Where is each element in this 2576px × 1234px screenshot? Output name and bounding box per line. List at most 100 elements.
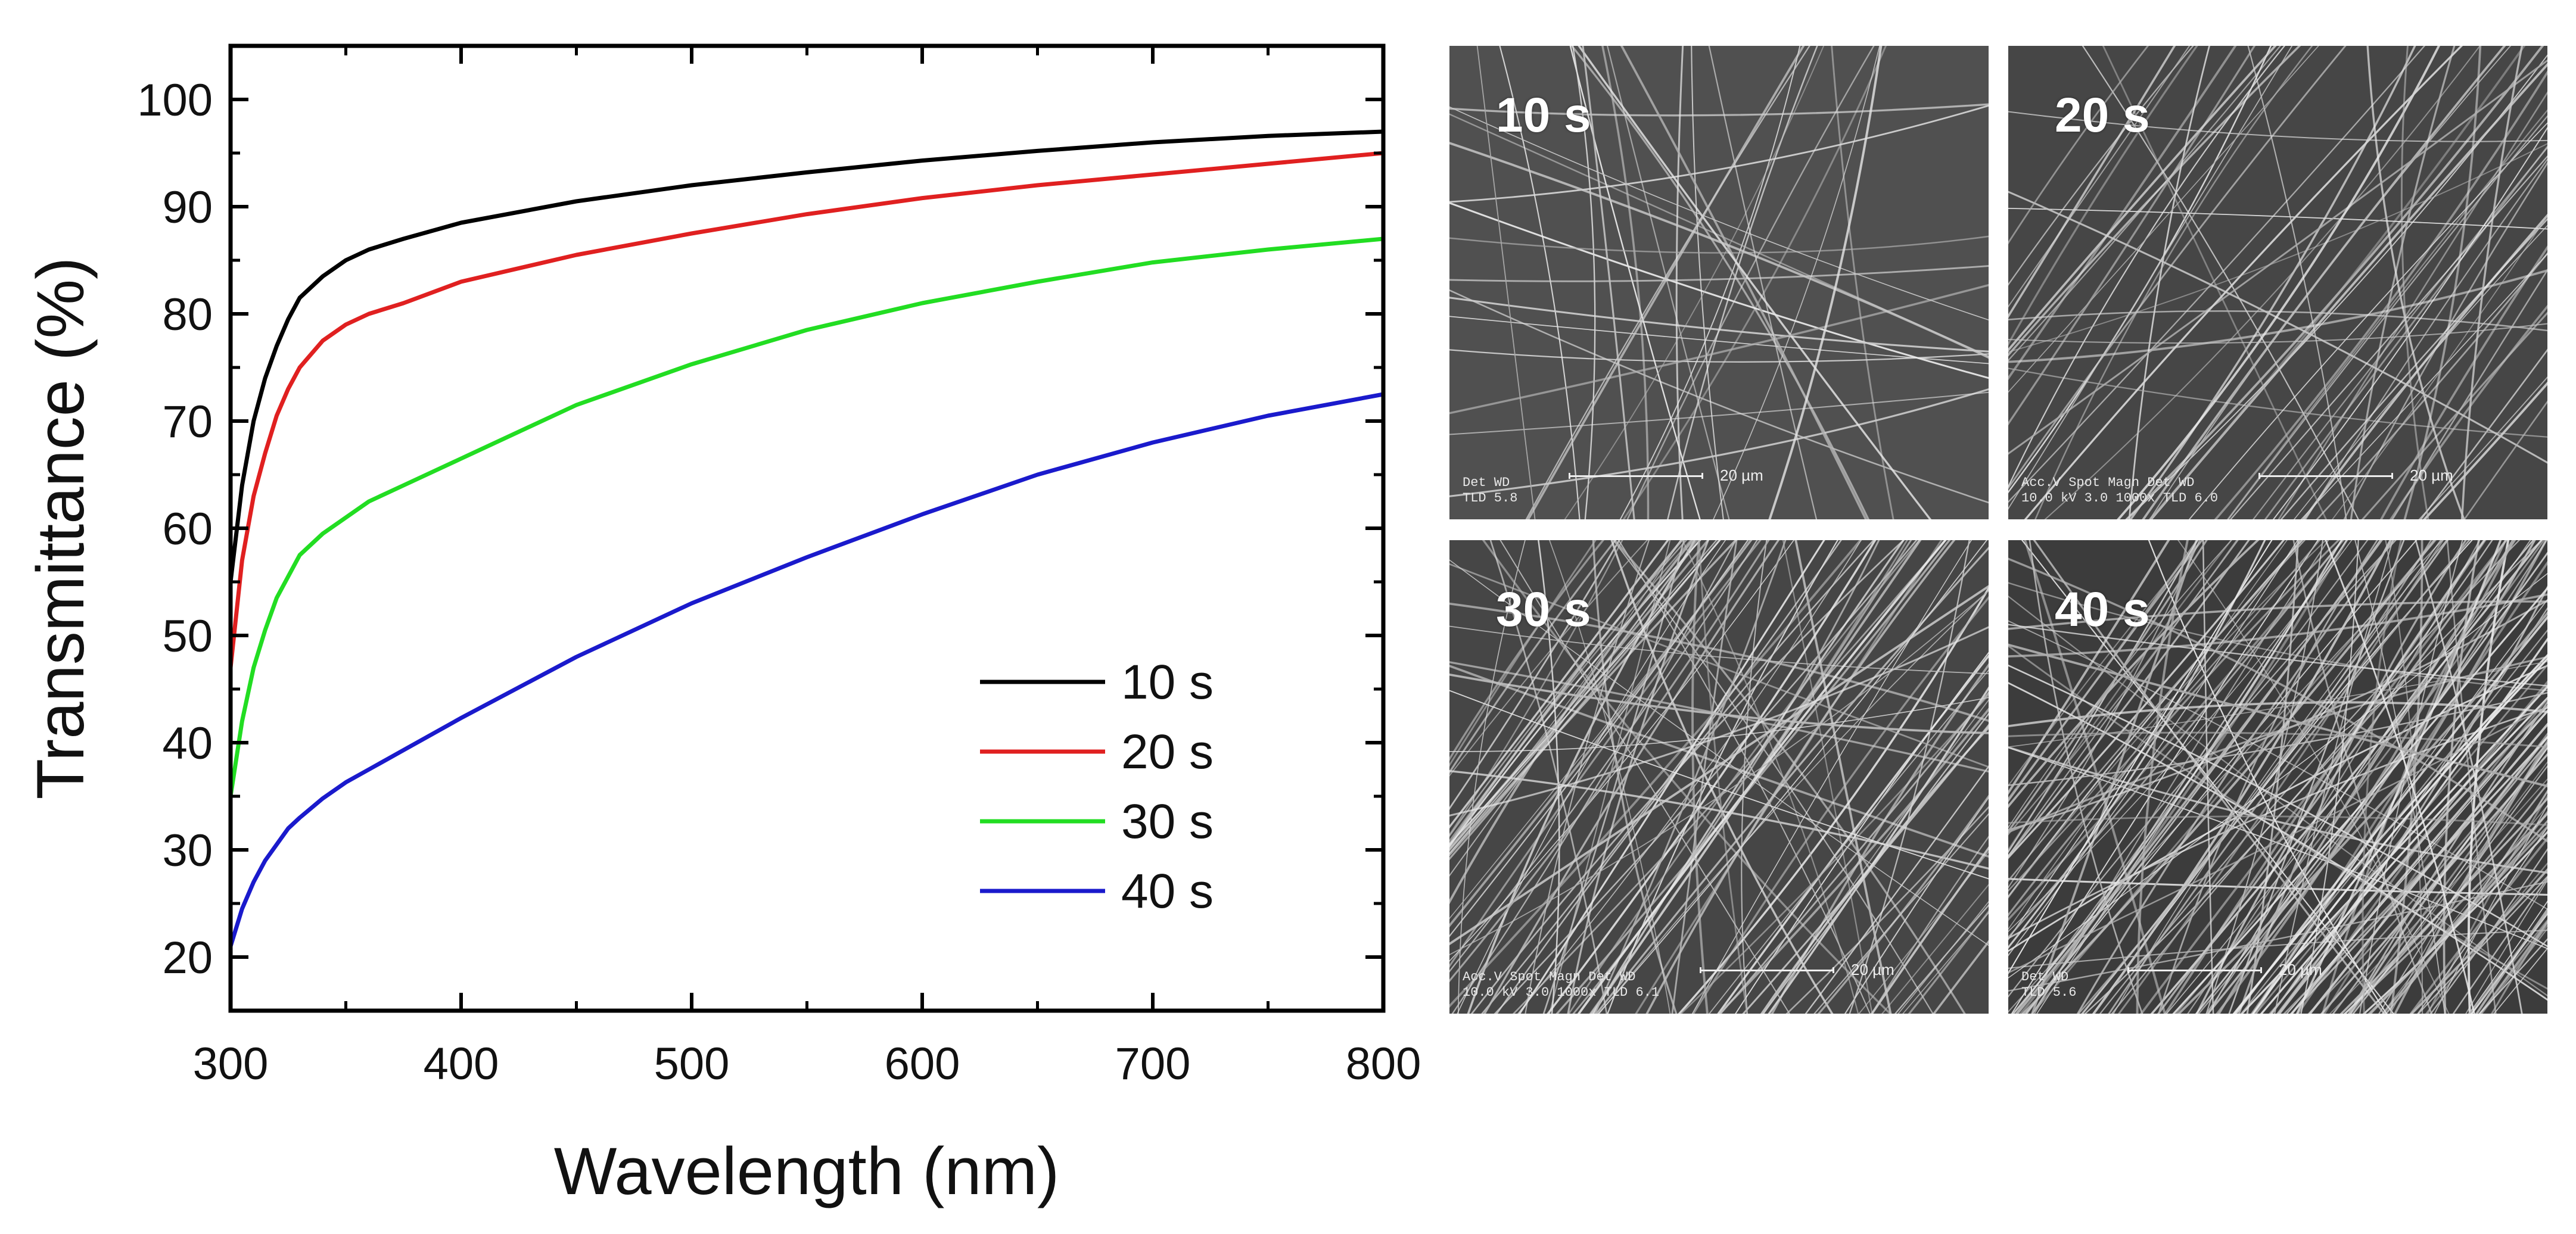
x-tick-label: 500 xyxy=(654,1039,730,1089)
nanofiber-strand xyxy=(2325,540,2475,1014)
nanofiber-strand xyxy=(1626,46,1875,519)
nanofiber-strand xyxy=(2008,573,2547,979)
nanofiber-strand xyxy=(1449,297,1989,353)
nanofiber-strand xyxy=(1719,691,1989,1014)
nanofiber-strand xyxy=(1595,546,1989,1014)
nanofiber-strand xyxy=(1449,540,1597,767)
nanofiber-strand xyxy=(2008,143,2547,353)
nanofiber-strand xyxy=(1449,602,1989,722)
nanofiber-strand xyxy=(1831,46,1894,519)
nanofiber-strand xyxy=(1610,540,1834,1014)
nanofiber-strand xyxy=(2343,812,2547,1014)
nanofiber-strand xyxy=(2021,540,2436,1014)
nanofiber-strand xyxy=(2418,376,2547,519)
nanofiber-strand xyxy=(1607,540,1838,1014)
nanofiber-strand xyxy=(1449,106,1989,321)
nanofiber-strand xyxy=(1449,103,1989,117)
sem-time-label: 10 s xyxy=(1496,88,1591,142)
scale-bar: 20 µm xyxy=(2258,466,2453,485)
nanofiber-texture xyxy=(2008,540,2547,1014)
nanofiber-strand xyxy=(2465,879,2547,1014)
nanofiber-strand xyxy=(1495,540,1875,1014)
nanofiber-strand xyxy=(1449,540,1605,761)
nanofiber-texture xyxy=(1449,46,1989,519)
nanofiber-strand xyxy=(2008,46,2176,319)
nanofiber-strand xyxy=(2198,540,2547,1014)
nanofiber-texture xyxy=(2008,46,2547,519)
nanofiber-strand xyxy=(2008,540,2199,802)
scale-bar-line xyxy=(1569,472,1703,479)
nanofiber-strand xyxy=(2008,46,2194,286)
nanofiber-strand xyxy=(1678,586,1989,1014)
nanofiber-strand xyxy=(2429,848,2547,1014)
nanofiber-strand xyxy=(2409,836,2547,1014)
nanofiber-strand xyxy=(1499,46,1581,519)
nanofiber-strand xyxy=(1449,540,1692,843)
nanofiber-strand xyxy=(2008,540,2201,889)
nanofiber-strand xyxy=(1762,712,1989,1014)
nanofiber-strand xyxy=(1449,265,1989,282)
nanofiber-strand xyxy=(1525,46,1810,519)
nanofiber-strand xyxy=(2117,540,2444,1014)
nanofiber-strand xyxy=(2008,46,2191,308)
nanofiber-strand xyxy=(1897,900,1989,1014)
nanofiber-strand xyxy=(2254,663,2547,1014)
nanofiber-strand xyxy=(2139,540,2508,1014)
x-axis-title: Wavelength (nm) xyxy=(554,1134,1060,1208)
nanofiber-strand xyxy=(2246,540,2300,1014)
nanofiber-strand xyxy=(2420,348,2547,519)
nanofiber-strand xyxy=(2177,540,2450,1014)
nanofiber-strand xyxy=(2008,692,2547,786)
nanofiber-strand xyxy=(1449,540,1617,774)
nanofiber-strand xyxy=(1569,46,1701,519)
nanofiber-strand xyxy=(2251,657,2547,1014)
scale-bar-line xyxy=(1700,967,1834,973)
legend-label: 20 s xyxy=(1121,725,1214,779)
nanofiber-strand xyxy=(1449,559,1989,946)
legend-label: 30 s xyxy=(1121,794,1214,849)
nanofiber-strand xyxy=(2128,46,2210,519)
sem-time-label: 40 s xyxy=(2055,582,2150,637)
nanofiber-strand xyxy=(1449,540,1721,846)
nanofiber-strand xyxy=(2008,46,2301,357)
nanofiber-strand xyxy=(2468,900,2547,1014)
nanofiber-strand xyxy=(1449,563,1989,768)
scale-bar-label: 20 µm xyxy=(2279,961,2322,979)
nanofiber-strand xyxy=(2157,540,2507,1014)
nanofiber-strand xyxy=(2092,540,2392,1014)
y-tick-label: 70 xyxy=(162,397,213,447)
nanofiber-strand xyxy=(1589,540,1908,1014)
nanofiber-strand xyxy=(1598,590,1989,1014)
nanofiber-strand xyxy=(2423,381,2547,519)
nanofiber-strand xyxy=(2008,540,2260,808)
nanofiber-strand xyxy=(1594,540,1787,1014)
sem-info-line: TLD 5.8 xyxy=(1463,491,1518,506)
nanofiber-strand xyxy=(2293,225,2547,519)
nanofiber-strand xyxy=(2415,540,2523,1014)
nanofiber-strand xyxy=(2481,927,2547,1014)
nanofiber-strand xyxy=(1449,625,1989,675)
legend-label: 10 s xyxy=(1121,655,1214,709)
nanofiber-strand xyxy=(2385,789,2547,1014)
nanofiber-strand xyxy=(2274,540,2394,1014)
nanofiber-strand xyxy=(1709,669,1989,1014)
nanofiber-strand xyxy=(2008,746,2547,874)
sem-time-label: 30 s xyxy=(1496,582,1591,637)
nanofiber-strand xyxy=(1494,540,1918,1014)
nanofiber-strand xyxy=(2264,145,2547,519)
nanofiber-strand xyxy=(1449,235,1989,254)
legend: 10 s 20 s 30 s 40 s xyxy=(980,655,1214,918)
nanofiber-strand xyxy=(2008,46,2237,381)
nanofiber-strand xyxy=(2295,540,2502,1014)
nanofiber-strand xyxy=(2359,540,2463,1014)
nanofiber-strand xyxy=(1449,585,1989,946)
y-tick-label: 50 xyxy=(162,611,213,662)
nanofiber-strand xyxy=(1517,540,1862,1014)
nanofiber-strand xyxy=(1564,46,1825,519)
x-tick-label: 700 xyxy=(1115,1039,1191,1089)
nanofiber-strand xyxy=(2008,540,2321,892)
nanofiber-strand xyxy=(2339,797,2547,1014)
nanofiber-strand xyxy=(1449,540,1794,962)
nanofiber-strand xyxy=(2391,269,2547,519)
nanofiber-strand xyxy=(2268,684,2547,1014)
